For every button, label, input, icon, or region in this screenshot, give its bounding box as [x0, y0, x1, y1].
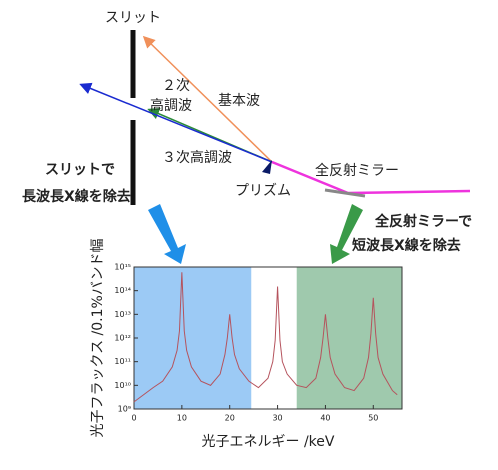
y-tick-label: 10¹⁵ [114, 263, 131, 272]
series-line [133, 272, 398, 403]
ray-3rd [79, 82, 273, 163]
x-tick-label: 10 [177, 414, 187, 423]
label: スリット [105, 10, 161, 26]
label: 全反射ミラー [315, 162, 399, 179]
label: ２次 [162, 78, 190, 94]
y-tick-label: 10¹⁰ [114, 381, 131, 390]
label: プリズム [235, 183, 291, 199]
x-axis-label: 光子エネルギー /keV [202, 434, 335, 450]
prism [262, 160, 272, 174]
arrow [330, 204, 363, 264]
label: ３次高調波 [162, 149, 232, 166]
label: 基本波 [218, 92, 260, 109]
note: 短波長X線を除去 [352, 237, 461, 254]
region [134, 267, 252, 409]
x-tick-label: 0 [131, 414, 136, 423]
y-axis-label: 光子フラックス /0.1%バンド幅 [90, 238, 106, 437]
x-tick-label: 30 [272, 414, 282, 423]
x-tick-label: 40 [320, 414, 330, 423]
region [296, 267, 402, 409]
optics: スリット ２次 高調波 基本波 ３次高調波 全反射ミラー プリズム スリットで … [22, 10, 472, 264]
y-tick-label: 10¹¹ [114, 357, 131, 366]
y-tick-label: 10⁹ [118, 405, 131, 414]
y-tick-label: 10¹² [114, 334, 131, 343]
note: 全反射ミラーで [374, 213, 472, 230]
note: スリットで [45, 162, 115, 178]
mirror [324, 188, 366, 198]
note: 長波長X線を除去 [22, 188, 131, 205]
x-tick-label: 50 [368, 414, 378, 423]
y-tick-label: 10¹⁴ [114, 286, 131, 295]
ray-fundamental [142, 35, 273, 163]
arrow [148, 204, 186, 264]
label: 高調波 [150, 97, 192, 114]
x-tick-label: 20 [225, 414, 235, 423]
y-tick-label: 10¹³ [114, 310, 131, 319]
